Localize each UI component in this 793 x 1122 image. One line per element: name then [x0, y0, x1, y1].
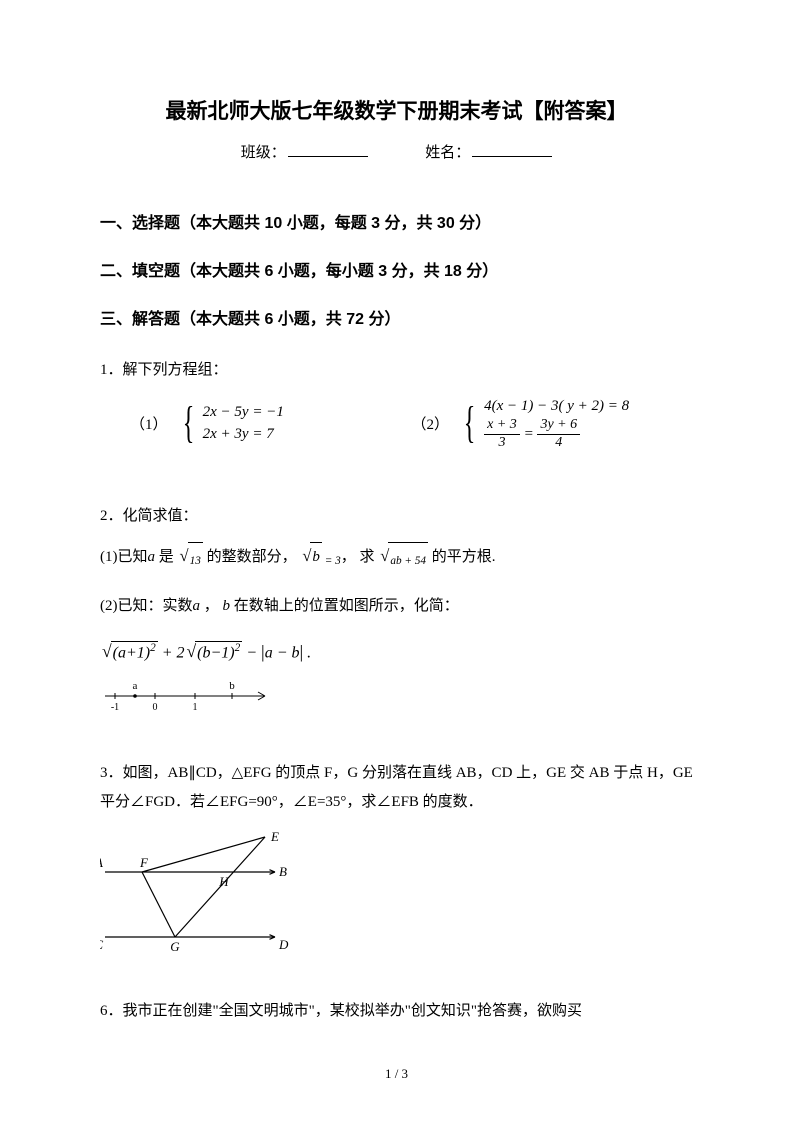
q2-sub2: (2)已知：实数a ， b 在数轴上的位置如图所示，化简： — [100, 592, 693, 621]
q1-prompt: 1．解下列方程组： — [100, 356, 693, 385]
section-1-heading: 一、选择题（本大题共 10 小题，每题 3 分，共 30 分） — [100, 212, 693, 236]
student-info-row: 班级： 姓名： — [100, 141, 693, 162]
q2-numberline: -1 0 1 a b — [100, 676, 280, 714]
section-3-heading: 三、解答题（本大题共 6 小题，共 72 分） — [100, 308, 693, 332]
q1-equations-row: （1） { 2x − 5y = −1 2x + 3y = 7 （2） { 4(x… — [130, 395, 693, 452]
svg-text:D: D — [278, 937, 289, 952]
page-footer: 1 / 3 — [0, 1066, 793, 1082]
q1-part1: （1） { 2x − 5y = −1 2x + 3y = 7 — [130, 401, 412, 446]
class-label: 班级： — [241, 145, 286, 161]
q1-p1-label: （1） — [130, 413, 168, 434]
svg-text:A: A — [100, 855, 103, 870]
q1-p2-eqs: 4(x − 1) − 3( y + 2) = 8 x + 33 = 3y + 6… — [484, 395, 629, 452]
q3-figure: A B C D E F G H — [100, 832, 300, 952]
q1-p2-label: （2） — [412, 413, 450, 434]
q1-p1-eqs: 2x − 5y = −1 2x + 3y = 7 — [203, 401, 284, 446]
svg-text:B: B — [279, 864, 287, 879]
svg-text:G: G — [170, 939, 180, 952]
q1-p1-eq2: 2x + 3y = 7 — [203, 426, 274, 442]
q2-sub1: (1)已知a 是 13 的整数部分， b = 3， 求 ab + 54 的平方根… — [100, 540, 693, 572]
section-2-heading: 二、填空题（本大题共 6 小题，每小题 3 分，共 18 分） — [100, 260, 693, 284]
q2-formula: (a+1)2 + 2(b−1)2 − |a − b| . — [100, 641, 693, 662]
svg-text:a: a — [133, 680, 138, 692]
page-title: 最新北师大版七年级数学下册期末考试【附答案】 — [100, 95, 693, 125]
svg-text:0: 0 — [153, 702, 158, 713]
svg-text:C: C — [100, 937, 103, 952]
svg-text:-1: -1 — [111, 702, 119, 713]
q6-text: 6．我市正在创建"全国文明城市"，某校拟举办"创文知识"抢答赛，欲购买 — [100, 997, 693, 1026]
q1-p1-eq1: 2x − 5y = −1 — [203, 404, 284, 420]
q3-text: 3．如图，AB∥CD，△EFG 的顶点 F，G 分别落在直线 AB，CD 上，G… — [100, 759, 693, 816]
q1-p2-eq1: 4(x − 1) − 3( y + 2) = 8 — [484, 398, 629, 414]
q1-p2-eq2: x + 33 = 3y + 64 — [484, 426, 580, 442]
name-blank — [472, 143, 552, 157]
q1-part2: （2） { 4(x − 1) − 3( y + 2) = 8 x + 33 = … — [412, 395, 694, 452]
svg-text:H: H — [218, 874, 229, 889]
svg-text:1: 1 — [193, 702, 198, 713]
class-blank — [288, 143, 368, 157]
q2-prompt: 2．化简求值： — [100, 502, 693, 531]
svg-text:F: F — [139, 855, 149, 870]
name-label: 姓名： — [425, 145, 470, 161]
svg-text:b: b — [229, 680, 235, 692]
brace-icon: { — [182, 403, 194, 443]
svg-text:E: E — [270, 832, 279, 844]
brace-icon: { — [464, 403, 476, 443]
